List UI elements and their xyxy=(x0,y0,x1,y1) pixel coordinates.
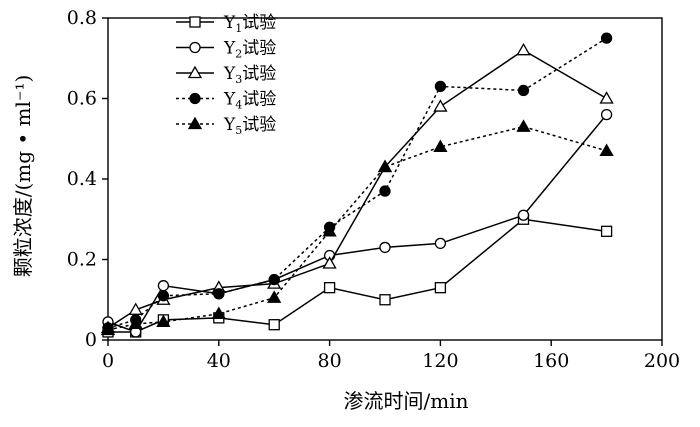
x-tick-label: 40 xyxy=(207,350,231,372)
series-2-point xyxy=(157,280,170,292)
series-1-point xyxy=(379,294,391,306)
legend-marker xyxy=(187,116,203,130)
legend-entry-1: Y1试验 xyxy=(176,13,276,35)
legend-label: Y4试验 xyxy=(223,90,276,112)
series-2 xyxy=(102,108,613,338)
legend-label: Y2试验 xyxy=(223,39,276,61)
series-3-point xyxy=(599,91,614,104)
legend-entry-2: Y2试验 xyxy=(176,39,276,61)
series-4-point xyxy=(213,288,225,300)
series-5-point xyxy=(599,143,614,156)
x-tick-label: 80 xyxy=(318,350,342,372)
series-3-point xyxy=(322,256,337,269)
series-1-point xyxy=(434,282,447,294)
x-tick-label: 0 xyxy=(102,350,114,372)
series-3-point xyxy=(516,42,531,56)
series-4-line xyxy=(107,37,607,329)
y-tick-label: 0 xyxy=(85,329,97,351)
legend: Y1试验 Y2试验 Y3试验 Y4试验 Y5试验 xyxy=(176,13,276,137)
y-tick-label: 0.4 xyxy=(67,168,97,190)
series-3 xyxy=(100,42,614,334)
legend-marker xyxy=(189,41,201,54)
y-tick-label: 0.8 xyxy=(67,7,97,29)
series-3-line xyxy=(107,49,607,329)
series-5-point xyxy=(128,316,143,330)
legend-label: Y3试验 xyxy=(223,64,276,86)
series-4-point xyxy=(517,84,530,97)
series-4-point xyxy=(434,80,447,93)
series-5-point xyxy=(156,314,171,328)
legend-marker xyxy=(189,16,201,28)
series-4-point xyxy=(157,290,170,302)
y-tick-label: 0.6 xyxy=(67,88,97,110)
series-2-point xyxy=(379,241,391,254)
series-1-point xyxy=(600,225,613,237)
plot-frame xyxy=(107,17,663,341)
series-4-point xyxy=(600,32,613,44)
y-tick-label: 0.2 xyxy=(67,249,97,271)
series-3-point xyxy=(433,99,448,112)
series-5-point xyxy=(211,306,226,319)
series-5-point xyxy=(433,139,448,152)
legend-label: Y1试验 xyxy=(223,13,276,35)
series-5-point xyxy=(516,119,531,132)
x-tick-label: 160 xyxy=(533,350,569,372)
x-axis-label: 渗流时间/min xyxy=(344,389,469,413)
legend-entry-5: Y5试验 xyxy=(176,115,276,137)
series-5-point xyxy=(267,290,282,303)
x-tick-label: 120 xyxy=(422,350,458,372)
legend-label: Y5试验 xyxy=(223,115,276,137)
series-1 xyxy=(102,213,613,338)
series-5-line xyxy=(107,125,607,331)
series-5-point xyxy=(100,322,116,336)
series-2-line xyxy=(107,114,608,333)
series-5 xyxy=(100,119,614,336)
series-4-point xyxy=(379,185,391,197)
legend-entry-4: Y4试验 xyxy=(176,90,276,112)
y-axis-label: 颗粒浓度/(mg • ml⁻¹) xyxy=(11,75,35,278)
series-2-point xyxy=(434,237,447,250)
series-1-point xyxy=(268,319,280,331)
x-tick-label: 200 xyxy=(644,350,680,372)
series-4-point xyxy=(268,273,280,286)
series-5-point xyxy=(322,224,337,237)
series-5-point xyxy=(377,159,393,173)
plot-area: 0 40 80 120 160 200 0 0.2 0.4 0.6 0.8 xyxy=(67,7,680,372)
series-1-point xyxy=(323,282,336,294)
series-1-line xyxy=(108,218,607,333)
legend-marker xyxy=(189,92,201,105)
series-2-point xyxy=(600,108,613,121)
series-2-point xyxy=(517,209,530,221)
legend-marker xyxy=(187,65,203,79)
legend-entry-3: Y3试验 xyxy=(176,64,276,86)
